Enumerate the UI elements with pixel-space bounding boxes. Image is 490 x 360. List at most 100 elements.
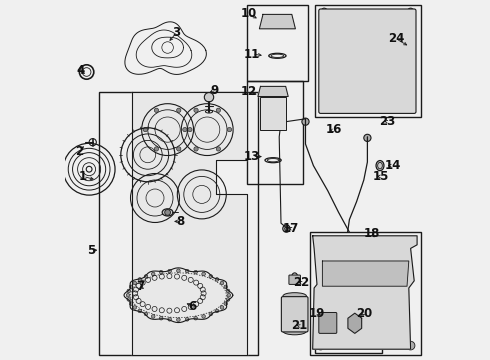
Text: 3: 3 bbox=[172, 26, 181, 39]
Ellipse shape bbox=[407, 8, 414, 17]
Circle shape bbox=[168, 269, 172, 273]
Text: 22: 22 bbox=[293, 276, 309, 289]
Circle shape bbox=[227, 293, 231, 297]
Circle shape bbox=[159, 270, 163, 274]
Ellipse shape bbox=[292, 273, 297, 280]
Ellipse shape bbox=[348, 43, 367, 69]
Circle shape bbox=[224, 285, 227, 289]
Text: 5: 5 bbox=[87, 244, 95, 257]
Circle shape bbox=[183, 127, 187, 132]
Text: 15: 15 bbox=[373, 170, 389, 183]
Text: 12: 12 bbox=[241, 85, 257, 98]
Circle shape bbox=[224, 302, 227, 305]
Ellipse shape bbox=[376, 161, 384, 171]
Text: 21: 21 bbox=[291, 319, 307, 332]
Circle shape bbox=[133, 306, 137, 309]
Circle shape bbox=[176, 318, 180, 321]
Circle shape bbox=[220, 281, 224, 285]
Circle shape bbox=[188, 127, 192, 132]
Circle shape bbox=[159, 316, 163, 320]
Text: 17: 17 bbox=[283, 222, 299, 235]
Circle shape bbox=[216, 108, 220, 112]
Ellipse shape bbox=[376, 46, 390, 66]
Circle shape bbox=[154, 147, 159, 151]
Text: 4: 4 bbox=[76, 64, 84, 77]
Circle shape bbox=[220, 306, 224, 309]
Circle shape bbox=[194, 316, 197, 320]
Circle shape bbox=[129, 302, 133, 305]
Polygon shape bbox=[259, 14, 295, 29]
Text: 19: 19 bbox=[309, 307, 325, 320]
FancyBboxPatch shape bbox=[289, 275, 300, 284]
Circle shape bbox=[285, 227, 288, 230]
Circle shape bbox=[151, 272, 155, 276]
Ellipse shape bbox=[350, 46, 364, 66]
Polygon shape bbox=[132, 92, 247, 355]
Circle shape bbox=[226, 298, 230, 301]
Circle shape bbox=[316, 237, 325, 246]
Circle shape bbox=[176, 147, 181, 151]
Circle shape bbox=[168, 318, 172, 321]
Text: 9: 9 bbox=[210, 84, 219, 96]
Circle shape bbox=[194, 108, 198, 112]
Circle shape bbox=[138, 278, 142, 281]
Circle shape bbox=[138, 309, 142, 313]
Circle shape bbox=[144, 312, 148, 316]
FancyBboxPatch shape bbox=[319, 312, 337, 333]
Text: 20: 20 bbox=[356, 307, 372, 320]
Circle shape bbox=[165, 210, 171, 215]
Circle shape bbox=[176, 269, 180, 273]
Ellipse shape bbox=[374, 43, 392, 69]
Bar bbox=[315, 5, 421, 117]
Circle shape bbox=[185, 269, 189, 273]
Circle shape bbox=[127, 298, 130, 301]
Circle shape bbox=[406, 341, 415, 350]
Circle shape bbox=[129, 285, 133, 289]
Bar bbox=[247, 81, 303, 184]
Polygon shape bbox=[348, 313, 362, 333]
Circle shape bbox=[133, 281, 137, 285]
Circle shape bbox=[215, 309, 219, 313]
Text: 2: 2 bbox=[75, 145, 83, 158]
Bar bbox=[99, 92, 258, 355]
Text: 1: 1 bbox=[79, 170, 87, 183]
Text: 24: 24 bbox=[388, 32, 404, 45]
Circle shape bbox=[364, 134, 371, 141]
Circle shape bbox=[185, 318, 189, 321]
Text: 16: 16 bbox=[326, 123, 343, 136]
Text: 10: 10 bbox=[241, 7, 257, 20]
Text: 7: 7 bbox=[137, 280, 145, 293]
FancyBboxPatch shape bbox=[319, 9, 416, 113]
Circle shape bbox=[227, 127, 232, 132]
Circle shape bbox=[226, 289, 230, 293]
FancyBboxPatch shape bbox=[281, 297, 308, 332]
Circle shape bbox=[126, 293, 130, 297]
Text: 13: 13 bbox=[244, 150, 260, 163]
Circle shape bbox=[176, 108, 181, 112]
Circle shape bbox=[202, 272, 205, 276]
Ellipse shape bbox=[283, 328, 306, 335]
Circle shape bbox=[194, 270, 197, 274]
Text: 18: 18 bbox=[364, 227, 380, 240]
Circle shape bbox=[216, 147, 220, 151]
Polygon shape bbox=[313, 236, 417, 349]
Circle shape bbox=[316, 341, 325, 350]
Ellipse shape bbox=[324, 46, 338, 66]
Circle shape bbox=[127, 289, 130, 293]
Circle shape bbox=[151, 315, 155, 318]
Bar bbox=[310, 232, 421, 355]
Text: 14: 14 bbox=[385, 159, 401, 172]
Ellipse shape bbox=[283, 293, 306, 299]
Text: 8: 8 bbox=[176, 215, 184, 228]
Bar bbox=[315, 290, 382, 353]
Circle shape bbox=[143, 127, 147, 132]
Ellipse shape bbox=[162, 209, 173, 216]
Circle shape bbox=[302, 118, 309, 125]
Circle shape bbox=[204, 93, 214, 102]
Circle shape bbox=[406, 237, 415, 246]
Bar bbox=[261, 97, 286, 130]
Text: 11: 11 bbox=[244, 48, 260, 60]
Circle shape bbox=[209, 275, 213, 278]
Bar bbox=[247, 5, 308, 81]
Text: 23: 23 bbox=[379, 115, 395, 128]
